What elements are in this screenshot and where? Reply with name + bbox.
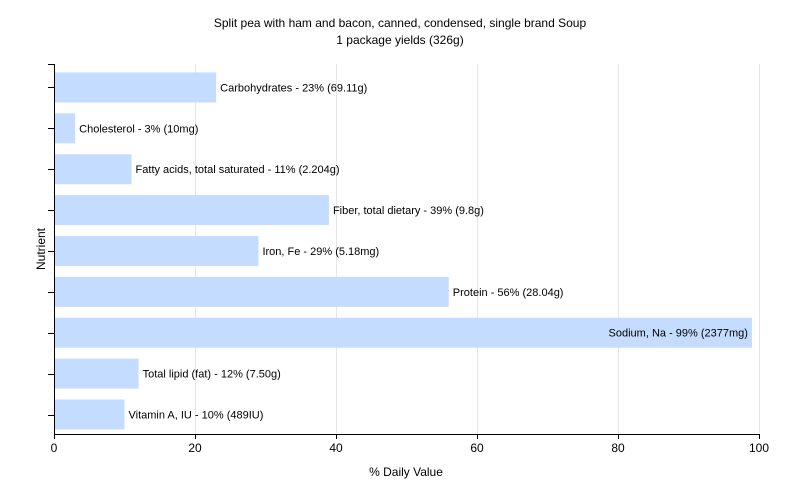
bar-data-label: Carbohydrates - 23% (69.11g) xyxy=(220,82,367,94)
bar xyxy=(55,317,752,348)
bar-data-label: Vitamin A, IU - 10% (489IU) xyxy=(129,410,264,422)
bar xyxy=(55,113,76,144)
bar xyxy=(55,358,139,389)
bar-data-label: Protein - 56% (28.04g) xyxy=(453,287,564,299)
grid xyxy=(195,64,760,434)
bar xyxy=(55,195,329,226)
bar xyxy=(55,154,132,185)
bar xyxy=(55,72,217,103)
bar-data-label: Iron, Fe - 29% (5.18mg) xyxy=(262,246,379,258)
x-tick-label: 0 xyxy=(51,441,58,455)
x-tick-label: 80 xyxy=(611,441,625,455)
bar xyxy=(55,399,125,430)
bar-data-label: Sodium, Na - 99% (2377mg) xyxy=(609,328,748,340)
bar-data-label: Cholesterol - 3% (10mg) xyxy=(79,123,198,135)
bar xyxy=(55,276,449,307)
bar-data-label: Total lipid (fat) - 12% (7.50g) xyxy=(143,369,281,381)
x-tick-label: 20 xyxy=(188,441,202,455)
bar-data-label: Fiber, total dietary - 39% (9.8g) xyxy=(333,205,484,217)
x-tick-label: 40 xyxy=(329,441,343,455)
chart-subtitle: 1 package yields (326g) xyxy=(336,33,463,47)
y-axis-label: Nutrient xyxy=(34,227,48,270)
axes: 0 20 40 60 80 100 xyxy=(48,64,769,455)
bar xyxy=(55,235,259,266)
bars: Carbohydrates - 23% (69.11g) Cholesterol … xyxy=(55,72,752,430)
x-axis-label: % Daily Value xyxy=(369,465,443,479)
chart-title: Split pea with ham and bacon, canned, co… xyxy=(214,16,587,30)
bar-data-label: Fatty acids, total saturated - 11% (2.20… xyxy=(136,164,340,176)
x-tick-label: 100 xyxy=(749,441,769,455)
x-tick-label: 60 xyxy=(470,441,484,455)
